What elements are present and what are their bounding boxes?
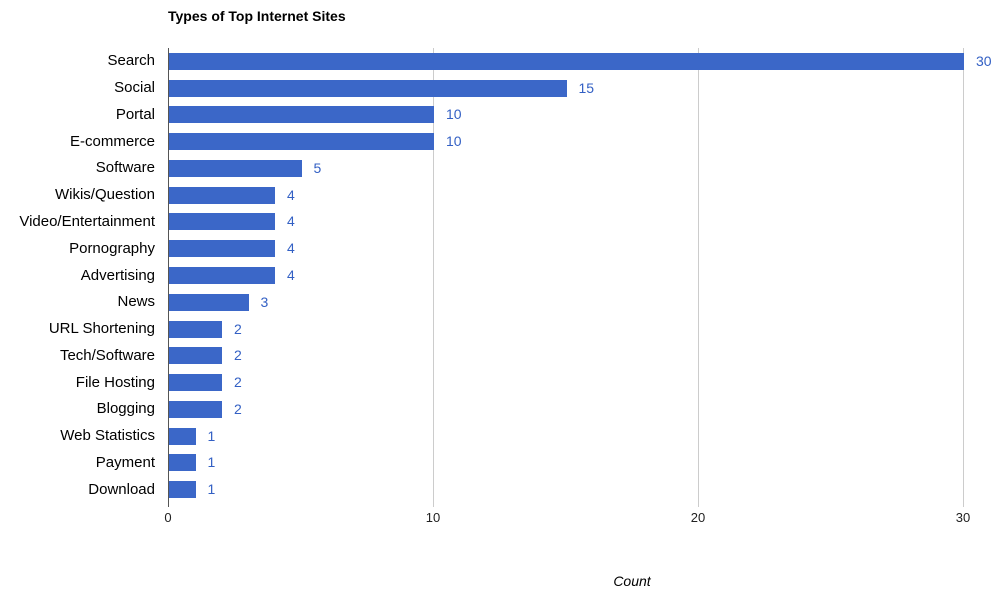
- chart-title: Types of Top Internet Sites: [168, 8, 346, 24]
- category-label: Download: [88, 480, 155, 498]
- bar: [169, 213, 275, 231]
- gridline: [698, 48, 699, 507]
- bar-value-label: 30: [976, 52, 992, 69]
- bar-value-label: 10: [446, 106, 462, 123]
- bar: [169, 106, 434, 124]
- category-label: Payment: [95, 453, 155, 471]
- bar-value-label: 1: [207, 454, 216, 471]
- x-axis-title: Count: [613, 573, 651, 589]
- bar: [169, 186, 275, 204]
- gridline: [433, 48, 434, 507]
- bar: [169, 52, 964, 70]
- category-label: Social: [114, 79, 155, 97]
- gridline: [963, 48, 964, 507]
- bar-value-label: 1: [207, 427, 216, 444]
- y-axis-line: [168, 48, 169, 507]
- bar: [169, 133, 434, 151]
- bar-value-label: 4: [287, 186, 295, 203]
- category-label: Pornography: [69, 239, 155, 257]
- category-label: Web Statistics: [60, 427, 155, 445]
- x-tick-label: 20: [690, 510, 706, 525]
- bar: [169, 293, 249, 311]
- bar: [169, 79, 567, 97]
- category-label: Tech/Software: [59, 346, 155, 364]
- bar-value-label: 3: [260, 293, 269, 310]
- bar: [169, 374, 222, 392]
- category-label: Search: [107, 52, 155, 70]
- category-label: Blogging: [96, 400, 155, 418]
- category-label: News: [117, 293, 155, 311]
- bar: [169, 240, 275, 258]
- bar-value-label: 2: [234, 320, 242, 337]
- bar-value-label: 2: [234, 374, 242, 391]
- bar: [169, 347, 222, 365]
- category-label: Video/Entertainment: [19, 212, 155, 230]
- bar-value-label: 2: [234, 400, 242, 417]
- bar-value-label: 4: [287, 213, 295, 230]
- bar-value-label: 5: [313, 159, 322, 176]
- category-label: Advertising: [80, 266, 155, 284]
- category-label: File Hosting: [75, 373, 155, 391]
- bar-value-label: 15: [578, 79, 595, 96]
- bar: [169, 400, 222, 418]
- bar-value-label: 10: [446, 133, 462, 150]
- category-label: Portal: [115, 105, 155, 123]
- category-label: Wikis/Question: [54, 186, 155, 204]
- bar: [169, 454, 196, 472]
- x-tick-label: 0: [164, 510, 172, 525]
- bar-value-label: 4: [287, 267, 295, 283]
- bar-value-label: 2: [234, 347, 242, 364]
- bar: [169, 320, 222, 338]
- bar: [169, 159, 302, 177]
- bar: [169, 481, 196, 499]
- category-label: Software: [95, 159, 155, 177]
- bar-value-label: 4: [287, 240, 295, 257]
- x-tick-label: 30: [955, 510, 971, 525]
- bar-value-label: 1: [207, 481, 216, 498]
- category-label: URL Shortening: [48, 320, 155, 338]
- bar: [169, 427, 196, 445]
- bar: [169, 267, 275, 284]
- category-label: E-commerce: [69, 132, 155, 150]
- x-tick-label: 10: [425, 510, 441, 525]
